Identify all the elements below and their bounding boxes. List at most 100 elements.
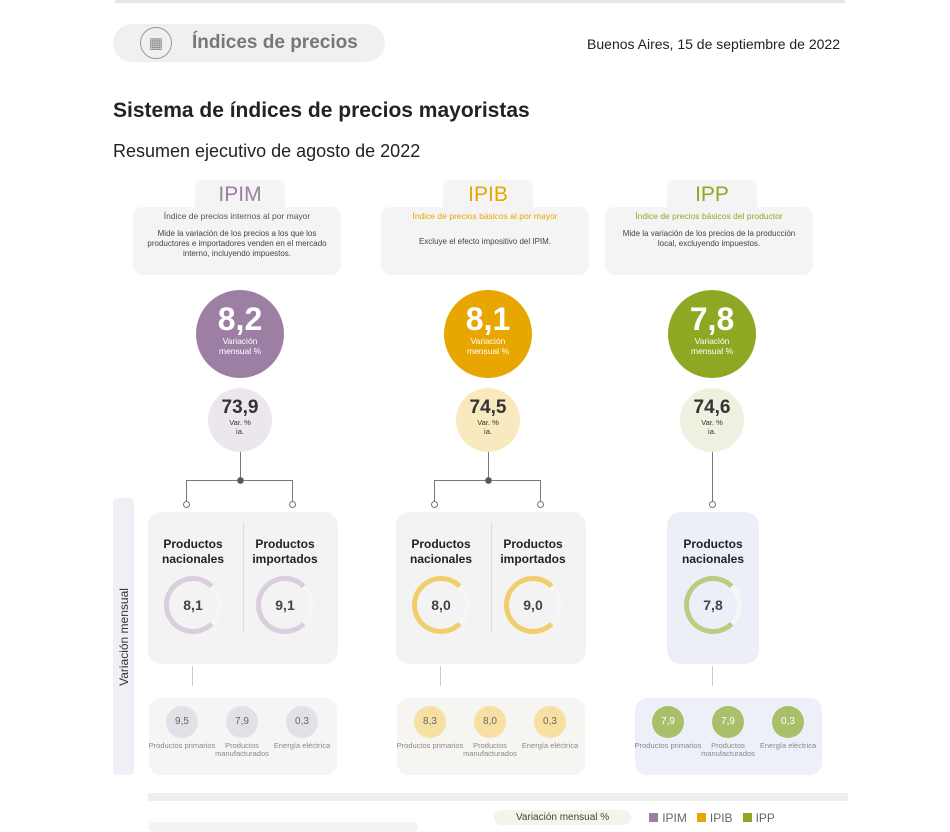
- breakdown-value: 7,9: [226, 706, 258, 738]
- index-name: IPP: [667, 180, 757, 210]
- page-title: Sistema de índices de precios mayoristas: [113, 99, 530, 122]
- breakdown-item: 7,9 Productos manufacturados: [207, 706, 277, 758]
- product-value: 7,8: [703, 597, 723, 613]
- monthly-value: 7,8: [689, 301, 735, 337]
- yearly-label: Var. % ia.: [477, 418, 499, 436]
- breakdown-label: Productos manufacturados: [215, 741, 269, 758]
- product-progress-ring: 8,0: [412, 576, 470, 634]
- monthly-label: Variación mensual %: [690, 336, 734, 356]
- product-label: Productos nacionales: [681, 537, 745, 566]
- yearly-value: 74,5: [469, 397, 507, 418]
- breakdown-value: 7,9: [652, 706, 684, 738]
- index-name: IPIM: [195, 180, 285, 210]
- legend-item-ipib: IPIB: [696, 810, 733, 825]
- card-divider: [243, 522, 244, 632]
- product-value: 9,0: [523, 597, 543, 613]
- side-label: Variación mensual: [116, 587, 131, 686]
- connector: [712, 666, 713, 686]
- connector: [434, 480, 435, 502]
- breakdown-item: 8,0 Productos manufacturados: [455, 706, 525, 758]
- index-full-name: Índice de precios básicos del productor: [635, 211, 783, 221]
- breakdown-item: 8,3 Productos primarios: [395, 706, 465, 750]
- product-progress-ring: 7,8: [684, 576, 742, 634]
- product-progress-ring: 8,1: [164, 576, 222, 634]
- next-section-pill: [148, 822, 418, 832]
- index-full-name: Índice de precios básicos al por mayor: [412, 211, 558, 221]
- monthly-value: 8,2: [217, 301, 263, 337]
- legend-text: IPIM: [662, 810, 687, 825]
- monthly-label: Variación mensual %: [218, 336, 262, 356]
- legend-item-ipp: IPP: [742, 811, 775, 825]
- index-description-box: Índice de precios internos al por mayor …: [133, 207, 341, 275]
- legend-item-ipim: IPIM: [649, 811, 687, 825]
- breakdown-item: 0,3 Energía eléctrica: [267, 706, 337, 750]
- breakdown-item: 9,5 Productos primarios: [147, 706, 217, 750]
- products-card: Productos nacionales 7,8: [667, 512, 759, 664]
- monthly-variation-circle: 8,2 Variación mensual %: [196, 290, 284, 378]
- breakdown-value: 8,3: [414, 706, 446, 738]
- side-label-box: Variación mensual: [113, 498, 134, 775]
- index-description-box: Índice de precios básicos al por mayor E…: [381, 207, 589, 275]
- yearly-variation-circle: 74,6 Var. % ia.: [680, 388, 744, 452]
- yearly-value: 74,6: [693, 397, 731, 418]
- connector: [192, 666, 193, 686]
- legend-label: Variación mensual %: [494, 810, 632, 825]
- connector-node: [183, 501, 190, 508]
- yearly-value: 73,9: [221, 397, 259, 418]
- breakdown-value: 7,9: [712, 706, 744, 738]
- connector-node: [289, 501, 296, 508]
- breakdown-label: Productos primarios: [148, 741, 216, 750]
- building-icon: ▦: [140, 27, 172, 59]
- legend-swatch: [742, 813, 752, 822]
- breakdown-value: 0,3: [534, 706, 566, 738]
- connector-node: [237, 477, 244, 484]
- connector: [440, 666, 441, 686]
- breakdown-item: 0,3 Energía eléctrica: [515, 706, 585, 750]
- product-progress-ring: 9,0: [504, 576, 562, 634]
- yearly-variation-circle: 74,5 Var. % ia.: [456, 388, 520, 452]
- index-description: Mide la variación de los precios a los q…: [147, 229, 327, 258]
- product-label: Productos importados: [252, 537, 318, 566]
- yearly-variation-circle: 73,9 Var. % ia.: [208, 388, 272, 452]
- breakdown-item: 7,9 Productos manufacturados: [693, 706, 763, 758]
- connector: [488, 452, 489, 480]
- connector: [292, 480, 293, 502]
- breakdown-value: 0,3: [286, 706, 318, 738]
- breakdown-value: 9,5: [166, 706, 198, 738]
- product-label: Productos nacionales: [409, 537, 473, 566]
- connector-node: [537, 501, 544, 508]
- product-value: 9,1: [275, 597, 295, 613]
- connector-node: [431, 501, 438, 508]
- monthly-variation-circle: 8,1 Variación mensual %: [444, 290, 532, 378]
- index-full-name: Índice de precios internos al por mayor: [163, 211, 311, 221]
- breakdown-label: Productos manufacturados: [463, 741, 517, 758]
- product-progress-ring: 9,1: [256, 576, 314, 634]
- breakdown-label: Productos primarios: [634, 741, 702, 750]
- connector: [712, 452, 713, 504]
- connector: [186, 480, 187, 502]
- breakdown-card: 8,3 Productos primarios 8,0 Productos ma…: [397, 698, 585, 775]
- index-description-box: Índice de precios básicos del productor …: [605, 207, 813, 275]
- legend: Variación mensual % IPIM IPIB IPP: [494, 810, 785, 825]
- connector-node: [485, 477, 492, 484]
- page-subtitle: Resumen ejecutivo de agosto de 2022: [113, 141, 421, 161]
- divider-bar: [148, 793, 848, 801]
- breakdown-label: Energía eléctrica: [273, 741, 331, 750]
- legend-swatch: [696, 813, 706, 822]
- breakdown-label: Productos primarios: [396, 741, 464, 750]
- breakdown-label: Energía eléctrica: [521, 741, 579, 750]
- breakdown-card: 9,5 Productos primarios 7,9 Productos ma…: [149, 698, 337, 775]
- report-date: Buenos Aires, 15 de septiembre de 2022: [587, 36, 840, 52]
- product-label: Productos importados: [500, 537, 566, 566]
- breakdown-value: 0,3: [772, 706, 804, 738]
- yearly-label: Var. % ia.: [701, 418, 723, 436]
- breakdown-label: Productos manufacturados: [701, 741, 755, 758]
- products-card: Productos nacionales 8,0 Productos import…: [396, 512, 586, 664]
- card-divider: [491, 522, 492, 632]
- connector-node: [709, 501, 716, 508]
- monthly-variation-circle: 7,8 Variación mensual %: [668, 290, 756, 378]
- product-value: 8,1: [183, 597, 203, 613]
- section-title: Índices de precios: [192, 32, 358, 53]
- yearly-label: Var. % ia.: [229, 418, 251, 436]
- legend-text: IPIB: [709, 810, 733, 825]
